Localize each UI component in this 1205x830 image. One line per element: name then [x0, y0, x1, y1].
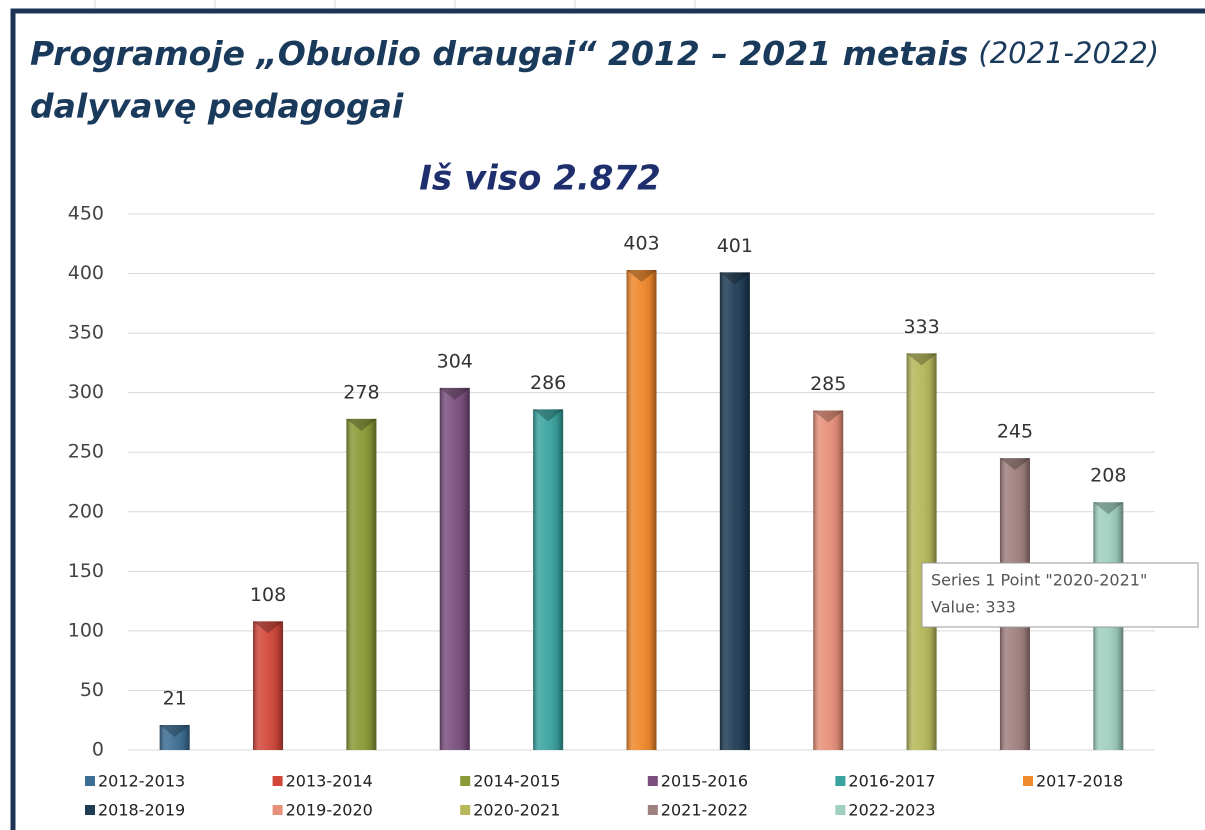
legend-item: 2017-2018: [1023, 772, 1123, 791]
data-label: 403: [623, 232, 659, 254]
data-label: 285: [810, 373, 846, 395]
legend-label: 2022-2023: [848, 801, 935, 820]
legend-label: 2021-2022: [661, 801, 748, 820]
bar-shade: [626, 269, 657, 750]
legend-swatch: [835, 805, 846, 815]
legend-item: 2021-2022: [647, 801, 748, 820]
legend-item: 2016-2017: [835, 772, 936, 791]
bar-shade: [813, 410, 844, 750]
legend-label: 2017-2018: [1036, 772, 1123, 791]
legend-swatch: [647, 776, 658, 786]
legend-item: 2020-2021: [460, 801, 560, 820]
legend-label: 2013-2014: [286, 772, 373, 791]
bar-shade: [253, 621, 284, 750]
bar-bevel: [346, 418, 377, 431]
legend-item: 2022-2023: [835, 801, 936, 820]
data-label: 333: [903, 316, 939, 338]
bar-bevel: [999, 458, 1030, 471]
y-tick-label: 200: [68, 500, 104, 522]
bar-shade: [533, 409, 564, 750]
chart-title: Programoje „Obuolio draugai“ 2012 – 2021…: [30, 34, 1159, 73]
data-label: 208: [1090, 465, 1126, 487]
y-tick-label: 50: [80, 679, 104, 701]
data-label: 286: [530, 372, 566, 394]
data-label: 21: [163, 687, 187, 709]
bar-shade: [346, 418, 377, 750]
legend-swatch: [460, 805, 471, 815]
bar-bevel: [626, 269, 657, 282]
legend-swatch: [460, 776, 471, 786]
tooltip-text: Value: 333: [931, 598, 1016, 617]
tooltip: Series 1 Point "2020-2021" Value: 333: [921, 562, 1199, 628]
bar-bevel: [719, 272, 750, 285]
y-tick-label: 400: [68, 262, 104, 284]
bar-bevel: [906, 353, 937, 366]
legend-swatch: [647, 805, 658, 815]
legend-item: 2013-2014: [272, 772, 373, 791]
legend-swatch: [272, 805, 283, 815]
legend-item: 2015-2016: [647, 772, 748, 791]
y-tick-label: 150: [68, 560, 104, 582]
bar-bevel: [439, 387, 470, 400]
bar-shade: [906, 353, 937, 750]
bar-bevel: [253, 621, 284, 634]
legend-swatch: [85, 776, 95, 786]
bar-bevel: [1093, 502, 1124, 515]
data-label: 401: [717, 235, 753, 257]
y-tick-label: 250: [68, 441, 104, 463]
legend-label: 2014-2015: [473, 772, 560, 791]
sheet-grid: [94, 0, 696, 10]
legend-label: 2018-2019: [98, 801, 185, 820]
legend-item: 2012-2013: [85, 772, 185, 791]
y-tick-label: 350: [68, 322, 104, 344]
legend-label: 2016-2017: [848, 772, 935, 791]
y-tick-label: 100: [68, 619, 104, 641]
data-label: 278: [343, 381, 379, 403]
bar-bevel: [813, 410, 844, 423]
bar-shade: [719, 272, 750, 750]
bar-shade: [439, 387, 470, 750]
legend-label: 2020-2021: [473, 801, 560, 820]
legend-label: 2019-2020: [286, 801, 373, 820]
legend-item: 2018-2019: [85, 801, 185, 820]
legend-item: 2014-2015: [460, 772, 560, 791]
data-label: 108: [250, 584, 286, 606]
title-note: (2021-2022): [978, 36, 1159, 70]
chart-subtitle: Iš viso 2.872: [419, 159, 661, 199]
legend-label: 2012-2013: [98, 772, 185, 791]
legend-item: 2019-2020: [272, 801, 373, 820]
data-label: 304: [437, 350, 473, 372]
legend-swatch: [272, 776, 283, 786]
tooltip-text: Series 1 Point "2020-2021": [931, 571, 1147, 590]
legend-swatch: [1023, 776, 1033, 786]
legend-label: 2015-2016: [661, 772, 748, 791]
bar-bevel: [159, 724, 190, 737]
bar-shade: [159, 724, 190, 750]
y-tick-label: 300: [68, 381, 104, 403]
bar-bevel: [533, 409, 564, 422]
chart-title-line2: dalyvavę pedagogai: [30, 87, 404, 126]
data-label: 245: [997, 421, 1033, 443]
title-main: Programoje „Obuolio draugai“ 2012 – 2021…: [30, 34, 968, 73]
y-tick-label: 450: [68, 203, 104, 225]
legend-swatch: [835, 776, 846, 786]
tooltip-box: [921, 562, 1199, 628]
y-tick-label: 0: [92, 739, 104, 761]
legend-swatch: [85, 805, 95, 815]
